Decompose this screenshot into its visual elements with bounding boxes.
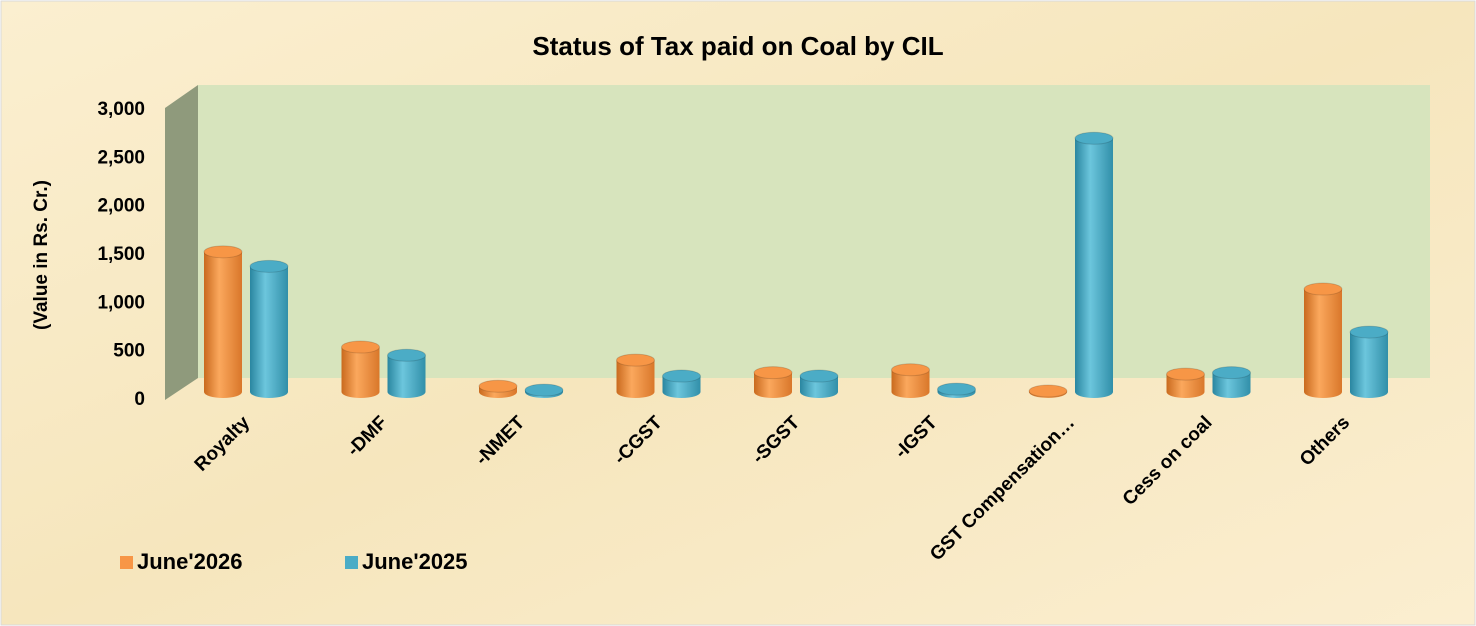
- bar-body: [891, 369, 930, 398]
- bar-top: [1166, 367, 1205, 381]
- bar: [1212, 366, 1251, 398]
- legend-swatch: [345, 556, 358, 569]
- bar-body: [341, 347, 380, 398]
- bar-top: [616, 353, 655, 367]
- bar: [1349, 325, 1389, 398]
- bar-body: [1075, 138, 1113, 398]
- bar-top: [937, 382, 976, 396]
- bar-body: [1350, 332, 1388, 398]
- legend-label: June'2026: [137, 549, 243, 574]
- bar-top: [1028, 384, 1068, 398]
- bar-body: [1212, 372, 1251, 398]
- bar-top: [249, 259, 289, 273]
- y-tick-label: 3,000: [97, 99, 145, 120]
- bar: [753, 366, 793, 398]
- side-wall: [165, 85, 198, 400]
- bar: [1074, 131, 1114, 398]
- bar-body: [387, 355, 426, 398]
- bar-top: [478, 379, 518, 393]
- bar: [799, 369, 839, 398]
- bar: [524, 383, 564, 398]
- bar-body: [754, 372, 792, 398]
- bar-top: [753, 366, 793, 380]
- y-tick-label: 2,500: [97, 147, 145, 168]
- bar-top: [662, 369, 701, 383]
- chart-title: Status of Tax paid on Coal by CIL: [532, 31, 943, 61]
- bar-top: [387, 348, 426, 362]
- legend-label: June'2025: [362, 549, 468, 574]
- bar-body: [662, 376, 701, 398]
- bar-top: [891, 363, 930, 377]
- y-tick-label: 500: [113, 341, 145, 362]
- bar: [1028, 384, 1068, 398]
- y-axis-label: (Value in Rs. Cr.): [31, 180, 52, 330]
- y-tick-label: 1,000: [97, 292, 145, 313]
- bar-top: [524, 383, 564, 397]
- back-wall: [198, 85, 1430, 378]
- bar-top: [341, 340, 380, 354]
- y-tick-label: 1,500: [97, 244, 145, 265]
- bar: [203, 245, 243, 398]
- bar: [1303, 282, 1343, 398]
- bar-body: [1166, 374, 1205, 398]
- bar-body: [204, 251, 242, 398]
- y-tick-label: 0: [134, 389, 145, 410]
- bar: [387, 348, 426, 398]
- bar-body: [800, 376, 838, 398]
- bar-top: [1349, 325, 1389, 339]
- y-tick-label: 2,000: [97, 196, 145, 217]
- legend-swatch: [120, 556, 133, 569]
- bar-top: [203, 245, 243, 259]
- bar-top: [799, 369, 839, 383]
- bar: [616, 353, 655, 398]
- bar-top: [1303, 282, 1343, 296]
- bar: [662, 369, 701, 398]
- bar-body: [616, 360, 655, 398]
- bar-body: [250, 266, 288, 398]
- bar-top: [1212, 366, 1251, 380]
- bar: [341, 340, 380, 398]
- bar: [478, 379, 518, 398]
- bar: [937, 382, 976, 398]
- bar-body: [1304, 289, 1342, 398]
- bar: [891, 363, 930, 398]
- bar: [249, 259, 289, 398]
- bar-top: [1074, 131, 1114, 145]
- bar: [1166, 367, 1205, 398]
